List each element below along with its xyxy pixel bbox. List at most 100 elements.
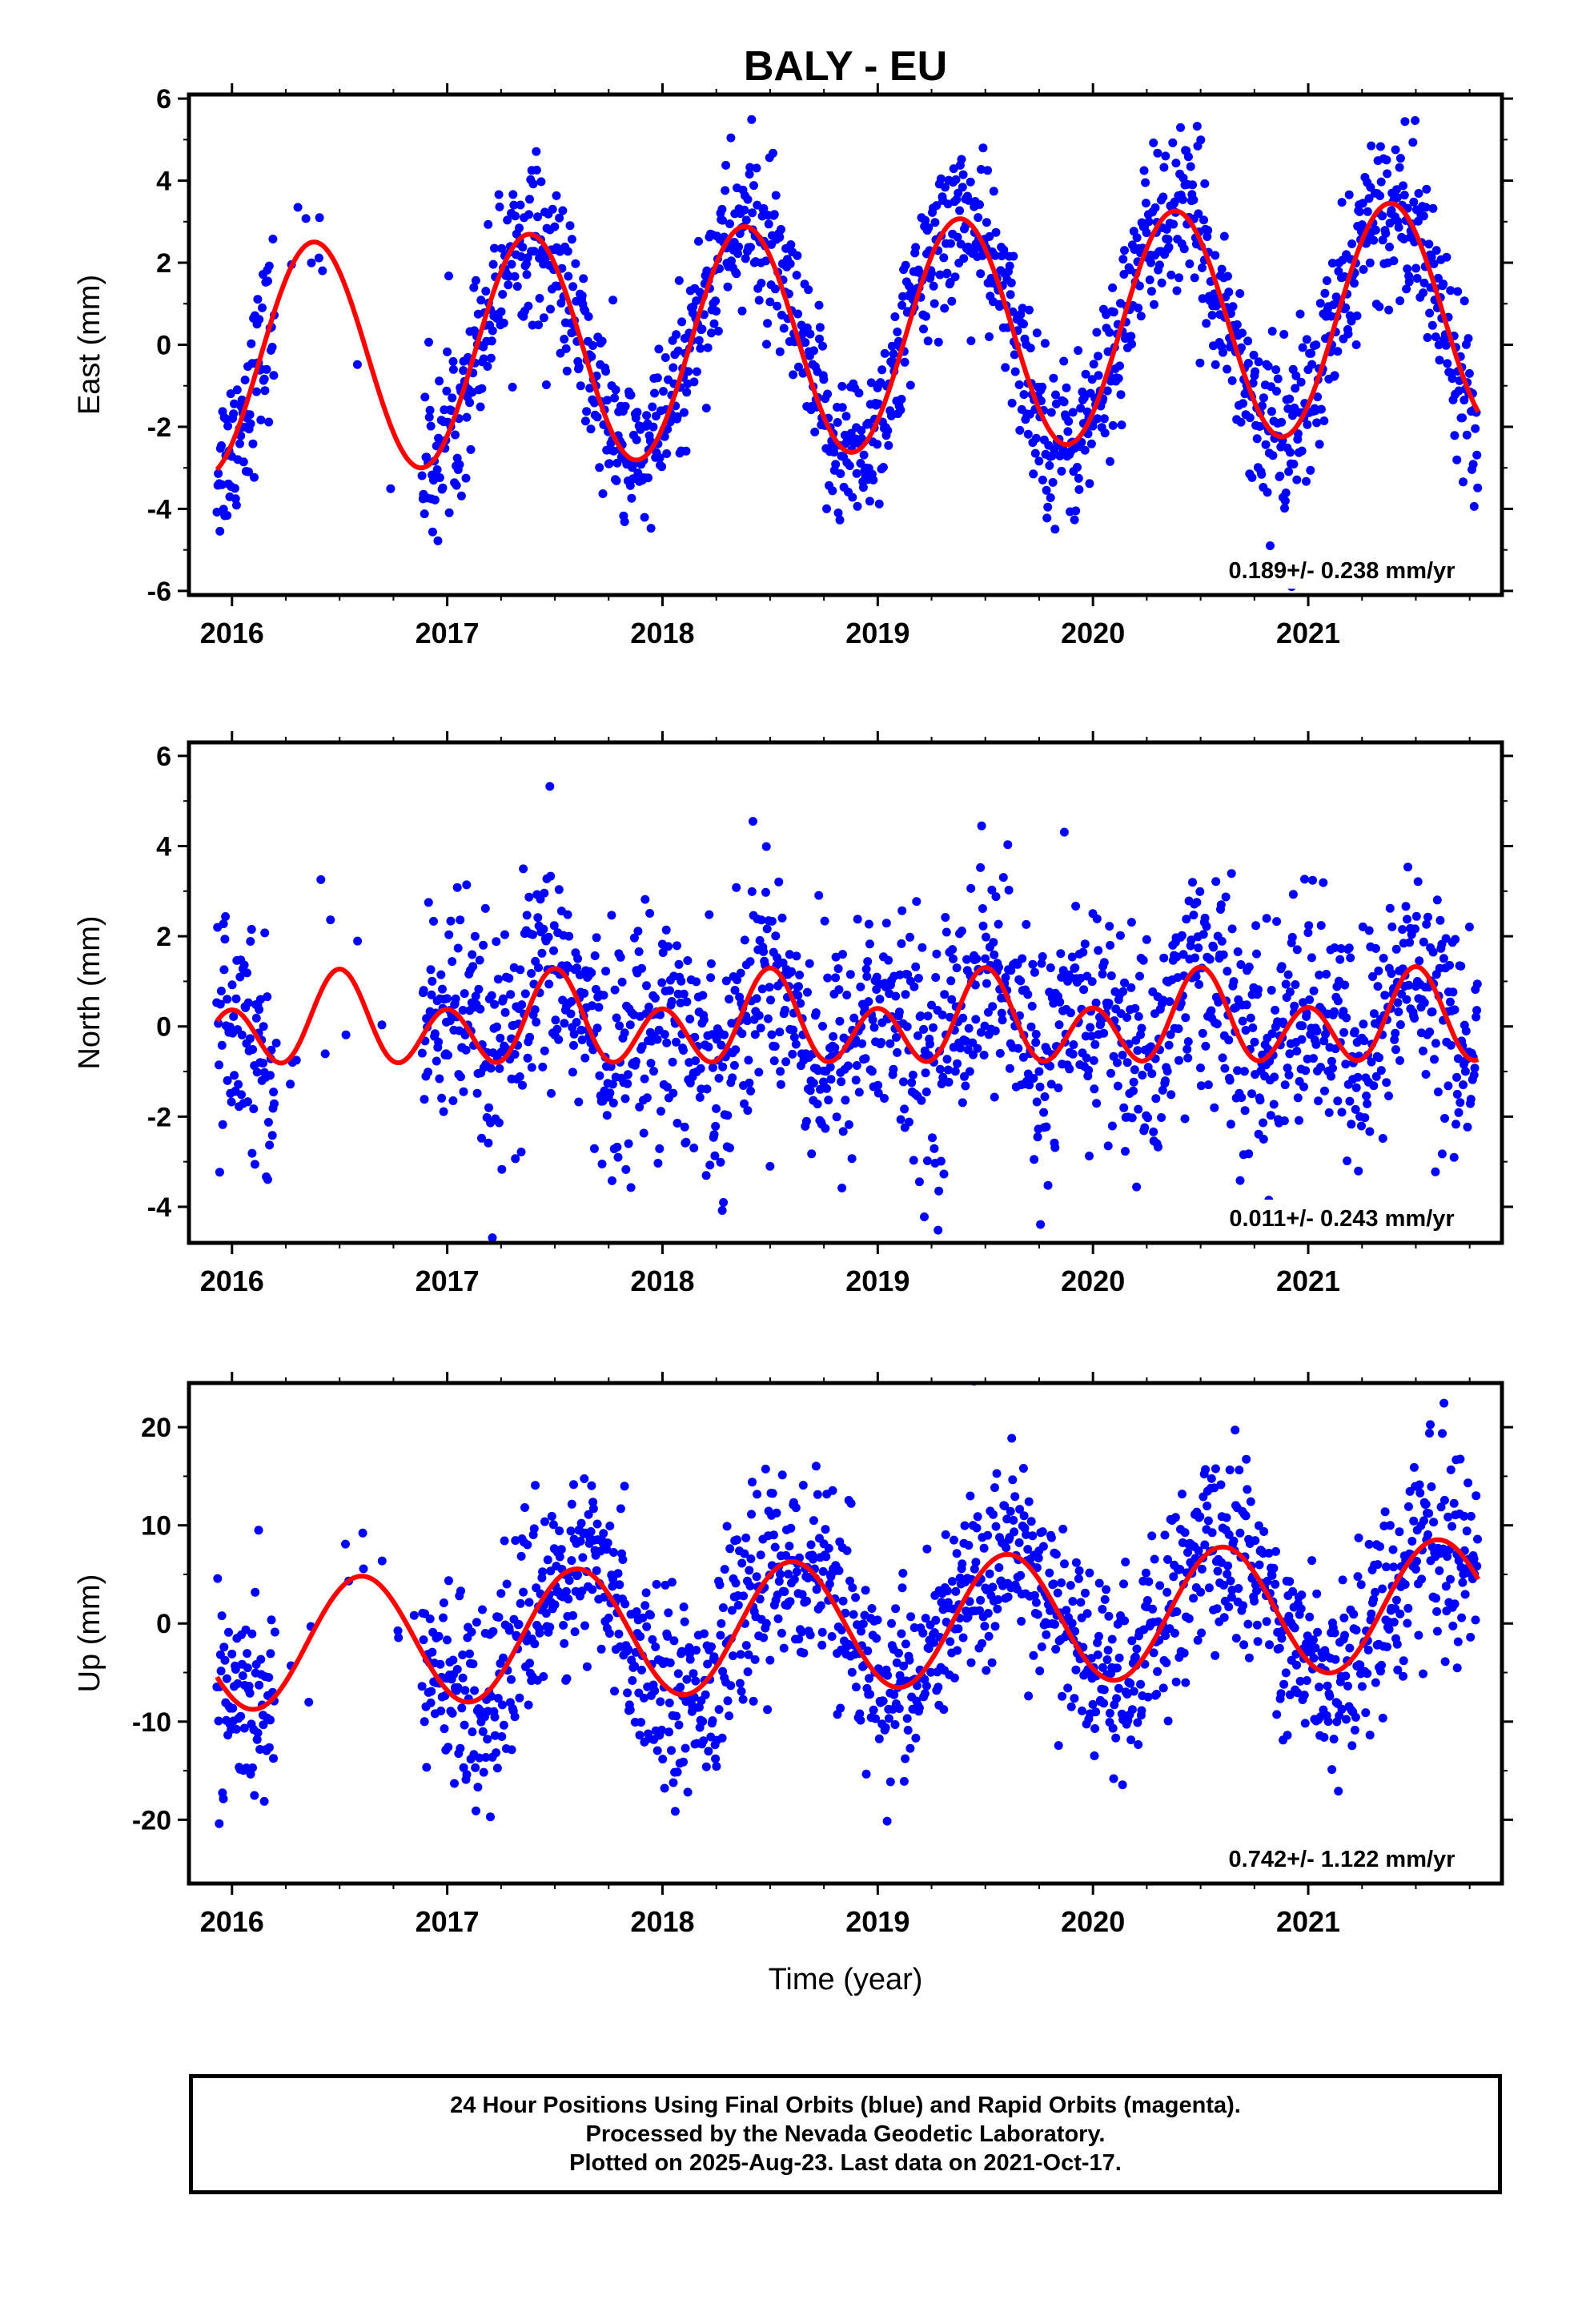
data-point (1421, 203, 1431, 212)
data-point (1214, 997, 1223, 1007)
data-point (934, 1683, 943, 1692)
data-point (430, 1029, 440, 1039)
data-point (1394, 1007, 1403, 1016)
data-point (550, 1600, 560, 1610)
data-point (624, 1139, 633, 1148)
data-point (560, 335, 569, 344)
data-point (1262, 914, 1271, 923)
data-point (1299, 1691, 1309, 1700)
data-point (765, 1161, 775, 1171)
data-point (809, 1516, 818, 1526)
data-point (1008, 1475, 1018, 1485)
data-point (247, 1148, 257, 1158)
data-point (231, 1724, 241, 1734)
data-point (1022, 919, 1031, 929)
data-point (1337, 1704, 1347, 1714)
data-point (599, 1529, 608, 1538)
data-point (664, 942, 673, 951)
data-point (1302, 1676, 1311, 1685)
data-point (424, 898, 433, 907)
data-point (1046, 1080, 1056, 1089)
data-point (985, 332, 994, 341)
data-point (1292, 1660, 1301, 1670)
data-point (1472, 979, 1482, 989)
data-point (815, 323, 825, 332)
data-point (235, 439, 244, 448)
data-point (1103, 347, 1113, 356)
data-point (961, 1081, 970, 1091)
data-point (711, 1754, 721, 1763)
data-point (1362, 1092, 1371, 1100)
data-point (1224, 1530, 1234, 1539)
data-point (864, 418, 873, 428)
data-point (1295, 1116, 1303, 1125)
data-point (522, 911, 532, 920)
data-point (1342, 1013, 1351, 1023)
data-point (991, 227, 1001, 237)
data-point (427, 1687, 436, 1696)
data-point (746, 1086, 756, 1096)
data-point (1219, 1580, 1228, 1590)
data-point (450, 1779, 459, 1788)
data-point (459, 366, 468, 376)
data-point (851, 1076, 861, 1085)
data-point (1057, 972, 1066, 982)
data-point (248, 439, 258, 448)
x-tick-label: 2021 (1276, 1265, 1340, 1297)
data-point (1227, 376, 1237, 385)
data-point (341, 1539, 350, 1549)
data-point (769, 1056, 779, 1066)
data-point (1070, 963, 1080, 972)
data-point (1191, 972, 1201, 981)
data-point (1451, 935, 1460, 944)
data-point (811, 1462, 821, 1471)
data-point (1464, 334, 1473, 344)
data-point (958, 170, 968, 179)
data-point (217, 1040, 227, 1050)
data-point (508, 382, 517, 392)
data-point (1134, 281, 1144, 291)
data-point (885, 1039, 895, 1048)
data-point (419, 986, 428, 995)
data-point (214, 468, 223, 478)
data-point (1143, 1063, 1153, 1072)
data-point (669, 1088, 678, 1098)
data-point (1217, 264, 1227, 274)
data-point (659, 387, 668, 396)
data-point (1300, 875, 1309, 884)
data-point (752, 994, 761, 1003)
data-point (755, 935, 765, 945)
data-point (599, 991, 608, 1000)
data-point (1235, 1176, 1245, 1185)
data-point (577, 1035, 587, 1044)
data-point (1331, 1044, 1340, 1054)
data-point (1038, 475, 1047, 485)
data-point (1391, 1595, 1401, 1605)
data-point (1320, 288, 1330, 298)
data-point (878, 463, 888, 472)
data-point (1290, 1001, 1299, 1011)
data-point (754, 1068, 764, 1077)
data-point (1067, 1618, 1077, 1628)
data-point (1237, 343, 1246, 352)
data-point (1243, 336, 1253, 346)
data-point (749, 1696, 758, 1706)
data-point (548, 204, 557, 214)
data-point (707, 1642, 716, 1651)
data-point (1284, 467, 1294, 476)
data-point (248, 1763, 257, 1772)
data-point (1158, 192, 1168, 202)
data-point (1046, 1533, 1056, 1542)
data-point (1339, 1007, 1348, 1016)
data-point (577, 291, 587, 300)
data-point (461, 473, 471, 483)
data-point (772, 1508, 781, 1518)
data-point (439, 1107, 448, 1116)
data-point (837, 1625, 846, 1634)
data-point (1391, 1028, 1400, 1038)
data-point (905, 1655, 914, 1665)
data-point (1026, 344, 1035, 353)
data-point (938, 1072, 948, 1082)
data-point (1150, 203, 1160, 212)
data-point (1242, 1454, 1251, 1464)
